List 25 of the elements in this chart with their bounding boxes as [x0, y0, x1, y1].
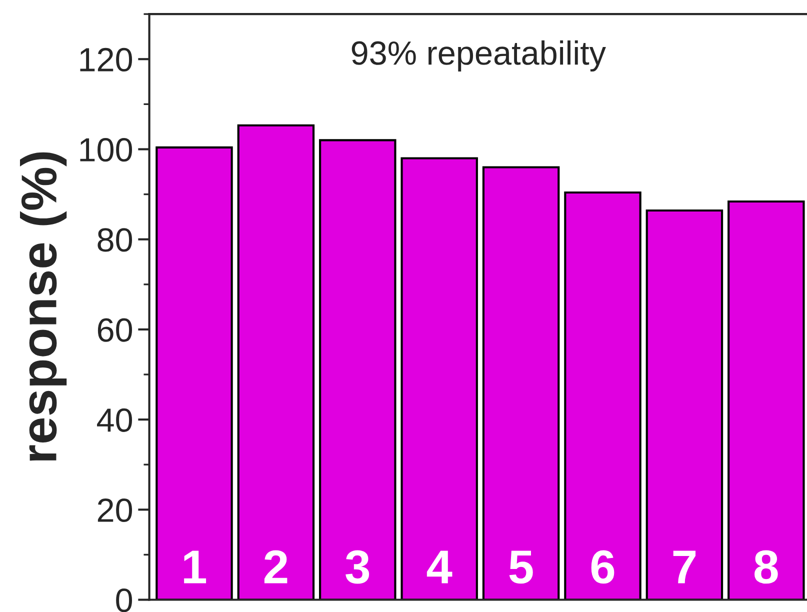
y-tick-label: 40	[97, 408, 132, 432]
y-tick-label: 100	[80, 138, 132, 162]
x-tick-label: 6	[591, 550, 614, 584]
bar	[237, 124, 315, 600]
y-tick-label: 80	[98, 228, 132, 252]
annotation: 93% repeatability	[352, 40, 606, 72]
x-tick-label: 7	[673, 550, 696, 584]
x-tick-label: 4	[426, 550, 452, 584]
x-tick-label: 3	[346, 550, 370, 584]
bar	[400, 157, 478, 600]
bar	[728, 200, 805, 600]
y-tick-label: 20	[98, 498, 132, 522]
x-tick-label: 8	[754, 550, 778, 584]
bar	[564, 191, 642, 600]
y-tick-label: 0	[116, 588, 132, 612]
x-tick-label: 1	[184, 550, 206, 584]
y-axis-title: response (%)	[20, 152, 67, 461]
x-tick-label: 5	[509, 550, 533, 584]
bar	[156, 146, 233, 600]
bar	[319, 139, 396, 600]
y-tick-label: 120	[80, 48, 132, 72]
x-tick-label: 2	[264, 550, 288, 584]
y-tick-label: 60	[98, 318, 132, 342]
bar	[482, 166, 560, 600]
bar	[646, 209, 724, 600]
